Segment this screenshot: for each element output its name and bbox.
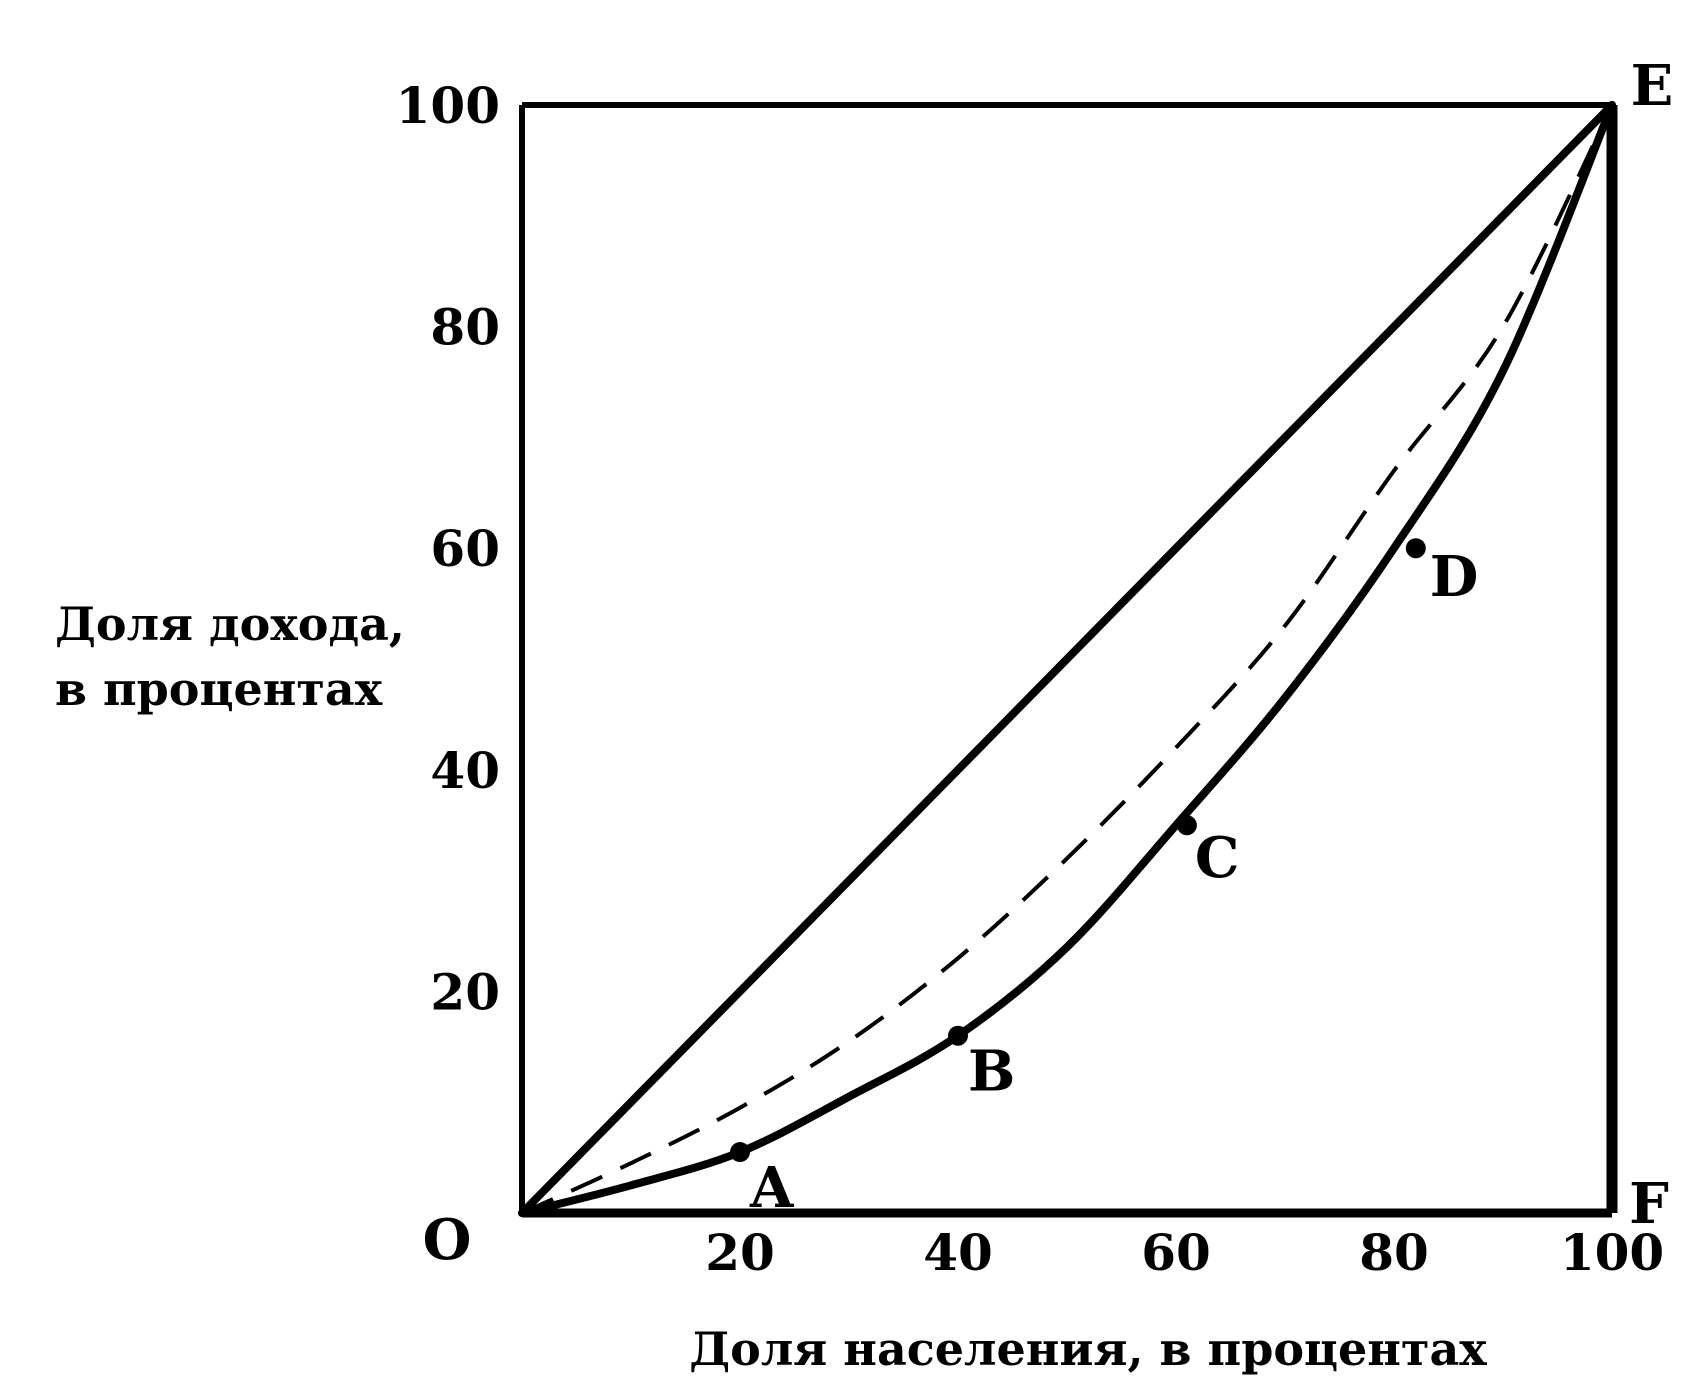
y-tick-label: 20: [430, 962, 500, 1021]
point-b-label: B: [968, 1039, 1015, 1105]
point-c-marker: [1176, 815, 1197, 836]
points-layer: A B C D: [730, 538, 1478, 1221]
y-tick-label: 40: [430, 741, 500, 800]
x-tick-label: 60: [1141, 1223, 1211, 1282]
point-c-label: C: [1195, 825, 1240, 891]
x-tick-label: 20: [705, 1223, 775, 1282]
y-axis-title-line-2: в процентах: [55, 662, 383, 716]
dashed-lorenz-curve: [521, 104, 1614, 1215]
y-axis-title-line-1: Доля дохода,: [55, 597, 405, 651]
y-tick-label: 80: [430, 298, 500, 357]
point-a-label: A: [749, 1155, 795, 1221]
corner-label-f: F: [1629, 1171, 1669, 1237]
point-b-marker: [948, 1025, 968, 1046]
series-layer: [518, 101, 1616, 1217]
point-d-label: D: [1430, 544, 1479, 610]
y-tick-label: 100: [396, 76, 500, 135]
corner-label-e: E: [1631, 53, 1674, 119]
y-tick-label: 60: [430, 519, 500, 578]
point-d-marker: [1405, 538, 1426, 559]
origin-label: O: [423, 1207, 472, 1273]
x-tick-label: 100: [1560, 1223, 1664, 1282]
ticks-layer: 20 40 60 80 100 20 40 60 80 100: [396, 76, 1665, 1282]
point-a-marker: [730, 1142, 750, 1163]
x-tick-label: 40: [923, 1223, 993, 1282]
equality-line: [518, 101, 1616, 1217]
x-tick-label: 80: [1359, 1223, 1429, 1282]
x-axis-title: Доля населения, в процентах: [689, 1322, 1487, 1376]
plot-frame: [519, 102, 1618, 1218]
